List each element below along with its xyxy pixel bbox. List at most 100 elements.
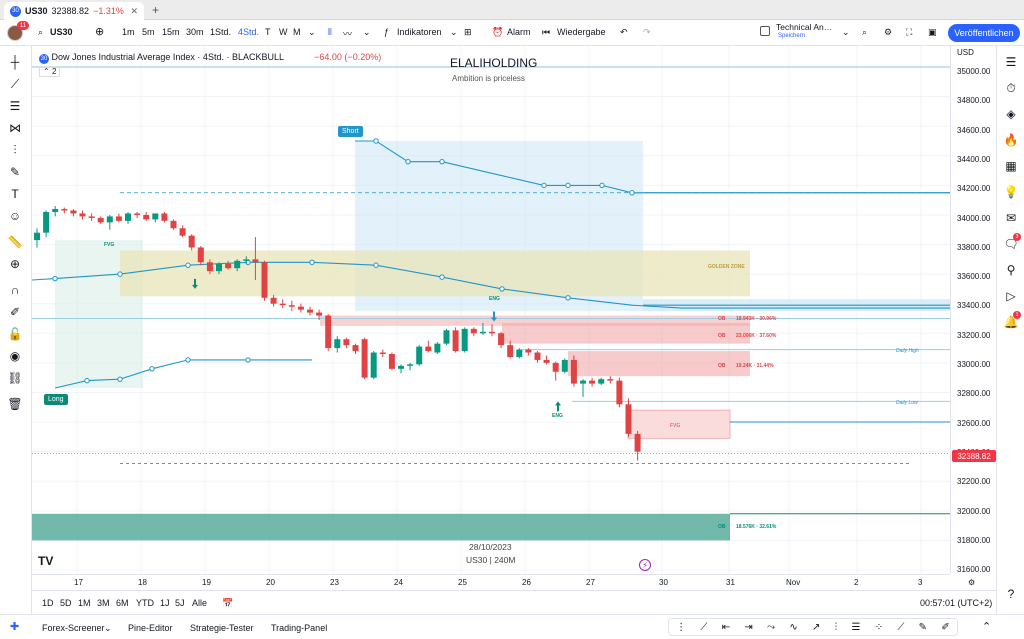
fib-icon[interactable]: ⫶: [834, 621, 838, 633]
strategy-tester-tab[interactable]: Strategie-Tester: [190, 623, 254, 633]
technical-analysis-template[interactable]: Technical An… Speichern: [760, 23, 838, 43]
crosshair-icon[interactable]: ┼: [10, 55, 20, 69]
chevron-down-icon[interactable]: ⌄: [104, 623, 112, 633]
short-label[interactable]: Short: [338, 126, 363, 137]
calendar-icon[interactable]: 📅: [222, 598, 234, 608]
compare-add-icon[interactable]: ⊕: [95, 26, 105, 38]
indicators-icon[interactable]: ƒ: [384, 27, 390, 37]
expand-panel-icon[interactable]: ⌃: [982, 621, 992, 633]
interval-week[interactable]: W: [279, 27, 288, 37]
camera-icon[interactable]: ▣: [928, 27, 937, 37]
gear-icon[interactable]: ⚙: [884, 27, 893, 37]
interval-1h[interactable]: 1Std.: [210, 27, 232, 37]
range-3m[interactable]: 3M: [97, 598, 110, 608]
replay-icon[interactable]: ⏮: [542, 27, 551, 37]
close-tab-icon[interactable]: ✕: [130, 5, 138, 16]
trend-line-icon[interactable]: ⟋: [10, 76, 20, 91]
candles-icon[interactable]: ⫴: [328, 27, 332, 37]
range-ytd[interactable]: YTD: [136, 598, 154, 608]
arrow-right-icon[interactable]: ⇥: [744, 621, 753, 633]
lightbulb-icon[interactable]: ⚲: [1006, 263, 1016, 277]
brush-icon[interactable]: ✐: [941, 621, 950, 633]
bell-icon[interactable]: 🔔 1: [1003, 311, 1021, 330]
clock-display[interactable]: 00:57:01 (UTC+2): [920, 598, 993, 608]
chevron-down-icon[interactable]: ⌄: [450, 27, 458, 37]
zoom-in-icon[interactable]: ⊕: [9, 257, 21, 271]
lock-draw-icon[interactable]: ✐: [9, 305, 21, 319]
range-5y[interactable]: 5J: [175, 598, 185, 608]
forex-screener-tab[interactable]: Forex-Screener: [42, 623, 105, 633]
interval-1m[interactable]: 1m: [122, 27, 135, 37]
ideas-icon[interactable]: 💡: [1003, 185, 1019, 199]
browser-tab[interactable]: 30 US30 32388.82 −1.31% ✕: [4, 2, 144, 20]
fib-icon[interactable]: ⫶: [13, 142, 17, 157]
pitchfork-icon[interactable]: ⋈: [9, 121, 21, 135]
interval-month[interactable]: M: [293, 27, 301, 37]
calendar-icon[interactable]: ▦: [1005, 159, 1017, 173]
chat-icon[interactable]: ✉: [1005, 211, 1017, 225]
chart-pane[interactable]: 30 Dow Jones Industrial Average Index · …: [32, 46, 950, 574]
range-5d[interactable]: 5D: [60, 598, 72, 608]
chevron-down-icon[interactable]: ⌄: [363, 27, 371, 37]
interval-4h[interactable]: 4Std.: [238, 27, 260, 37]
ruler-icon[interactable]: 📏: [7, 235, 23, 249]
text-icon[interactable]: T: [11, 187, 19, 201]
interval-30m[interactable]: 30m: [186, 27, 204, 37]
trash-icon[interactable]: 🗑: [7, 397, 23, 411]
price-axis[interactable]: USD 35000.00 34800.00 34600.00 34400.00 3420…: [950, 46, 996, 574]
interval-5m[interactable]: 5m: [142, 27, 155, 37]
range-1d[interactable]: 1D: [42, 598, 54, 608]
trend-line-icon[interactable]: ⟋: [700, 621, 708, 633]
redo-icon[interactable]: ↷: [643, 27, 651, 37]
brush-icon[interactable]: ✎: [9, 165, 21, 179]
alert-button[interactable]: Alarm: [507, 27, 531, 37]
alerts-clock-icon[interactable]: ⏱: [1006, 80, 1016, 95]
quick-search-icon[interactable]: ⌕: [862, 27, 868, 37]
publish-button[interactable]: Veröffentlichen: [948, 24, 1020, 42]
pine-editor-tab[interactable]: Pine-Editor: [128, 623, 173, 633]
stream-icon[interactable]: ▷: [1006, 289, 1016, 303]
messages-icon[interactable]: 🗨 3: [1003, 233, 1021, 252]
pen-icon[interactable]: ✎: [918, 621, 928, 633]
alarm-clock-icon[interactable]: ⏰: [492, 27, 504, 37]
watchlist-icon[interactable]: ☰: [1005, 55, 1017, 69]
undo-icon[interactable]: ↶: [620, 27, 628, 37]
time-axis[interactable]: 17 18 19 20 23 24 25 26 27 30 31 Nov 2 3 ⚙: [32, 574, 975, 590]
new-tab-icon[interactable]: +: [152, 3, 160, 17]
ray-icon[interactable]: ↗: [812, 621, 821, 633]
hotlist-icon[interactable]: 🔥: [1003, 133, 1019, 147]
magnet-icon[interactable]: ∩: [10, 283, 20, 297]
curve-icon[interactable]: ∿: [789, 621, 798, 633]
range-6m[interactable]: 6M: [116, 598, 129, 608]
lines-icon[interactable]: ☰: [851, 621, 861, 633]
interval-day[interactable]: T: [265, 27, 271, 37]
symbol-search[interactable]: US30: [50, 27, 73, 37]
legend-collapse[interactable]: ⌃ 2: [39, 66, 61, 77]
replay-button[interactable]: Wiedergabe: [557, 27, 606, 37]
long-label[interactable]: Long: [44, 394, 68, 405]
layers-icon[interactable]: ◈: [1006, 107, 1016, 121]
link-icon[interactable]: ⛓: [7, 371, 23, 385]
dots-icon[interactable]: ⁘: [874, 621, 884, 633]
chevron-down-icon[interactable]: ⌄: [842, 27, 850, 37]
interval-15m[interactable]: 15m: [162, 27, 180, 37]
horizontal-lines-icon[interactable]: ☰: [9, 99, 21, 113]
emoji-icon[interactable]: ☺: [8, 209, 22, 223]
axis-settings-icon[interactable]: ⚙: [968, 578, 976, 587]
extended-line-icon[interactable]: ⟋: [897, 621, 905, 633]
layout-grid-icon[interactable]: ⊞: [464, 27, 472, 37]
trading-panel-tab[interactable]: Trading-Panel: [271, 623, 328, 633]
indicators-button[interactable]: Indikatoren: [397, 27, 442, 37]
line-chart-icon[interactable]: 〰: [343, 29, 353, 39]
eye-icon[interactable]: ◉: [9, 349, 21, 363]
arrow-left-icon[interactable]: ⇤: [721, 621, 731, 633]
fullscreen-icon[interactable]: ⛶: [906, 27, 913, 37]
chevron-down-icon[interactable]: ⌄: [308, 27, 316, 37]
search-icon[interactable]: ⌕: [38, 27, 44, 37]
help-icon[interactable]: ?: [1007, 587, 1015, 601]
feedback-icon[interactable]: ✚: [10, 621, 20, 633]
lock-icon[interactable]: 🔓: [7, 327, 23, 341]
path-icon[interactable]: ⤳: [767, 621, 776, 633]
range-1y[interactable]: 1J: [160, 598, 170, 608]
range-all[interactable]: Alle: [192, 598, 208, 608]
